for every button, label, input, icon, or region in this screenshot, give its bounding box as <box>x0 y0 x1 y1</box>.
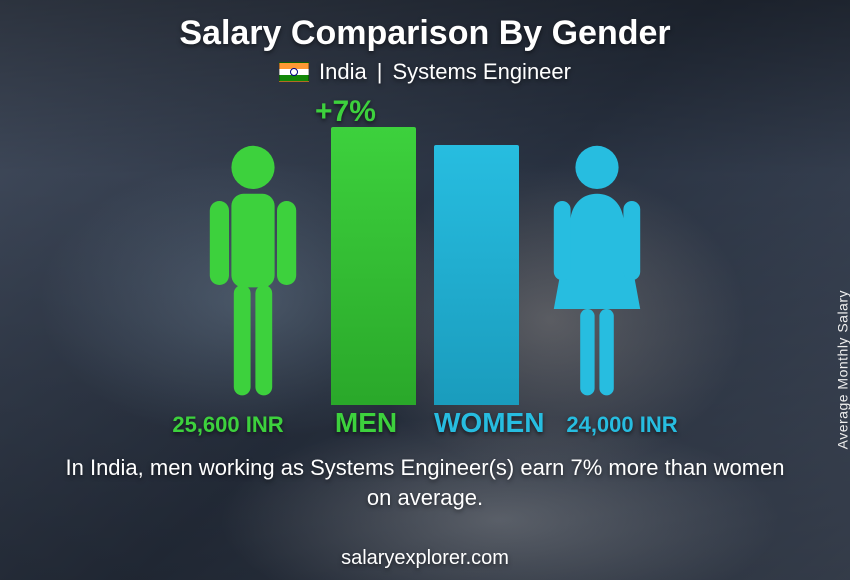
bar-women <box>434 145 519 405</box>
delta-label: +7% <box>315 95 376 129</box>
role-label: Systems Engineer <box>392 59 571 85</box>
men-label: MEN <box>316 407 416 439</box>
page-title: Salary Comparison By Gender <box>0 0 850 53</box>
separator: | <box>377 59 383 85</box>
women-label: WOMEN <box>434 407 534 439</box>
chart-row <box>0 127 850 405</box>
india-flag-icon <box>279 62 309 82</box>
summary-text: In India, men working as Systems Enginee… <box>60 453 790 512</box>
male-icon <box>193 141 313 405</box>
men-salary: 25,600 INR <box>158 412 298 438</box>
women-salary: 24,000 INR <box>552 412 692 438</box>
y-axis-label: Average Monthly Salary <box>834 290 850 449</box>
source-footer: salaryexplorer.com <box>0 547 850 570</box>
country-label: India <box>319 59 367 85</box>
salary-gender-chart: +7% <box>0 95 850 435</box>
bar-men <box>331 127 416 405</box>
female-icon <box>537 141 657 405</box>
chart-labels-row: 25,600 INR MEN WOMEN 24,000 INR <box>0 407 850 439</box>
subtitle: India | Systems Engineer <box>0 59 850 85</box>
